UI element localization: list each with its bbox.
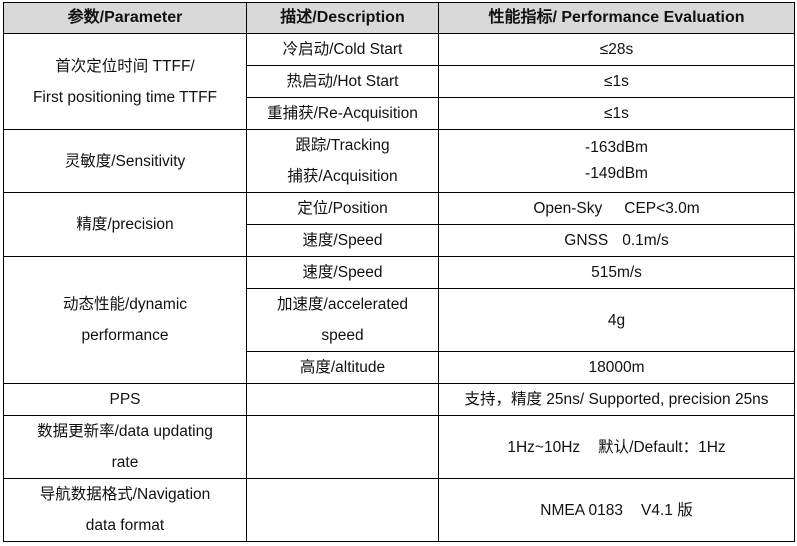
param-update-rate: 数据更新率/data updating rate	[3, 415, 247, 479]
desc-cold-start: 冷启动/Cold Start	[246, 33, 439, 66]
value-reacquisition: ≤1s	[438, 97, 795, 130]
value-acceleration: 4g	[438, 288, 795, 352]
value-navigation-format: NMEA 0183 V4.1 版	[438, 478, 795, 542]
header-performance: 性能指标/ Performance Evaluation	[438, 2, 795, 34]
table-row: 速度/Speed GNSS 0.1m/s	[4, 224, 795, 257]
table-row: 灵敏度/Sensitivity 跟踪/Tracking 捕获/Acquisiti…	[3, 129, 795, 193]
desc-acceleration: 加速度/accelerated speed	[246, 288, 439, 352]
spec-table: 参数/Parameter 描述/Description 性能指标/ Perfor…	[3, 2, 795, 542]
param-precision: 精度/precision	[3, 192, 247, 257]
desc-reacquisition: 重捕获/Re-Acquisition	[246, 97, 439, 130]
value-hot-start: ≤1s	[438, 65, 795, 98]
table-row: 首次定位时间 TTFF/ First positioning time TTFF…	[3, 33, 795, 130]
value-pps: 支持，精度 25ns/ Supported, precision 25ns	[438, 383, 795, 416]
table-row: 动态性能/dynamic performance 速度/Speed 515m/s	[3, 256, 795, 384]
table-row: 高度/altitude 18000m	[4, 351, 795, 384]
param-dynamic-performance: 动态性能/dynamic performance	[3, 256, 247, 384]
desc-speed: 速度/Speed	[246, 224, 439, 257]
table-row: 数据更新率/data updating rate 1Hz~10Hz 默认/Defa…	[3, 415, 795, 479]
param-pps: PPS	[3, 383, 247, 416]
header-description: 描述/Description	[246, 2, 439, 34]
param-sensitivity: 灵敏度/Sensitivity	[3, 129, 247, 193]
header-row: 参数/Parameter 描述/Description 性能指标/ Perfor…	[3, 2, 795, 34]
table-row: 加速度/accelerated speed 4g	[4, 288, 795, 352]
value-dynamic-speed: 515m/s	[438, 256, 795, 289]
header-parameter: 参数/Parameter	[3, 2, 247, 34]
value-altitude: 18000m	[438, 351, 795, 384]
value-sensitivity: -163dBm -149dBm	[438, 129, 795, 193]
table-row: 导航数据格式/Navigation data format NMEA 0183 V…	[3, 478, 795, 542]
desc-hot-start: 热启动/Hot Start	[246, 65, 439, 98]
value-cold-start: ≤28s	[438, 33, 795, 66]
value-speed-precision: GNSS 0.1m/s	[438, 224, 795, 257]
table-row: 精度/precision 定位/Position Open-Sky CEP<3.0…	[3, 192, 795, 257]
table-row: PPS 支持，精度 25ns/ Supported, precision 25n…	[3, 383, 795, 416]
desc-navigation-format	[246, 478, 439, 542]
desc-altitude: 高度/altitude	[246, 351, 439, 384]
desc-update-rate	[246, 415, 439, 479]
value-update-rate: 1Hz~10Hz 默认/Default：1Hz	[438, 415, 795, 479]
desc-dynamic-speed: 速度/Speed	[246, 256, 439, 289]
table-row: 重捕获/Re-Acquisition ≤1s	[4, 97, 795, 130]
table-row: 热启动/Hot Start ≤1s	[4, 65, 795, 98]
param-ttff: 首次定位时间 TTFF/ First positioning time TTFF	[3, 33, 247, 130]
param-navigation-format: 导航数据格式/Navigation data format	[3, 478, 247, 542]
desc-position: 定位/Position	[246, 192, 439, 225]
desc-tracking-acquisition: 跟踪/Tracking 捕获/Acquisition	[246, 129, 439, 193]
value-position: Open-Sky CEP<3.0m	[438, 192, 795, 225]
desc-pps	[246, 383, 439, 416]
